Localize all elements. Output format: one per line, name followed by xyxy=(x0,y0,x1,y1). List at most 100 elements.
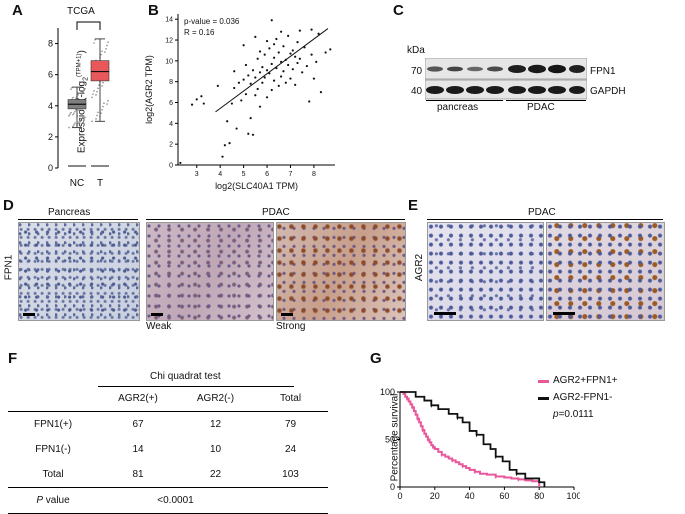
x-tick-label: 3 xyxy=(195,171,199,178)
pancreas-group-line xyxy=(426,100,503,101)
data-point xyxy=(79,119,81,122)
scale-bar xyxy=(151,313,163,316)
table-cell: 103 xyxy=(282,469,299,480)
fpn1-band-label: FPN1 xyxy=(590,66,616,77)
data-point xyxy=(93,90,95,92)
x-tick-label: NC xyxy=(70,178,84,189)
scatter-point xyxy=(289,52,292,55)
significance-bracket xyxy=(76,21,101,30)
scatter-point xyxy=(275,37,278,41)
scatter-point xyxy=(247,132,250,135)
data-point xyxy=(84,116,86,119)
scatter-point xyxy=(291,49,294,52)
data-point xyxy=(77,122,79,125)
scatter-point xyxy=(317,32,320,35)
legend-neg: AGR2-FPN1- xyxy=(553,392,613,403)
scatter-point xyxy=(195,98,198,101)
scatter-point xyxy=(247,74,250,77)
data-point xyxy=(96,90,98,93)
data-point xyxy=(73,112,75,114)
scale-bar xyxy=(553,312,575,315)
scatter-point xyxy=(324,51,327,54)
mw-40: 40 xyxy=(411,86,423,97)
scatter-point xyxy=(282,70,285,73)
panel-label-f: F xyxy=(8,350,18,367)
scatter-point xyxy=(268,47,271,50)
data-point xyxy=(102,105,104,108)
scatter-point xyxy=(301,71,304,74)
y-axis-label: log2(AGR2 TPM) xyxy=(144,55,154,124)
scatter-point xyxy=(190,103,194,106)
legend-swatch-pos xyxy=(538,380,549,383)
scatter-point xyxy=(265,39,269,43)
scatter-point xyxy=(179,161,182,165)
ihc-strong-image xyxy=(276,222,406,321)
western-blot xyxy=(425,58,587,100)
scatter-point xyxy=(294,83,297,86)
table-row: P value <0.0001 xyxy=(8,487,328,514)
caption-weak: Weak xyxy=(146,321,172,332)
scatter-point xyxy=(242,78,245,81)
panel-d-header-line-2 xyxy=(146,219,405,220)
y-tick-label: 100 xyxy=(380,387,395,397)
scatter-point xyxy=(272,79,276,82)
scale-bar xyxy=(281,313,293,316)
chi-table-title: Chi quadrat test xyxy=(150,371,221,382)
data-point xyxy=(96,114,98,117)
data-point xyxy=(95,94,97,96)
x-tick-label: 7 xyxy=(289,171,293,178)
scatter-point xyxy=(298,57,301,60)
data-point xyxy=(103,102,105,104)
ihc-agr2-left-image xyxy=(427,222,544,321)
table-row: FPN1(-) 14 10 24 xyxy=(8,437,328,462)
scatter-point xyxy=(280,75,283,78)
scatter-point xyxy=(315,60,318,64)
panel-d-rowlabel: FPN1 xyxy=(3,254,15,281)
scale-bar xyxy=(434,312,456,315)
scatter-point xyxy=(280,30,283,33)
pancreas-group-label: pancreas xyxy=(437,102,479,113)
fpn1-band xyxy=(427,66,443,72)
scatter-point xyxy=(310,28,313,31)
panel-b-scatter: 0 2 4 6 8 10 12 14 3 4 5 6 7 8 p-value = 0.036 R = 0.16… xyxy=(144,14,335,191)
table-cell: 79 xyxy=(284,419,297,430)
data-point xyxy=(97,87,99,90)
scatter-point xyxy=(242,44,245,47)
x-tick-label: 60 xyxy=(499,491,509,501)
data-point xyxy=(101,108,103,111)
x-tick-label: 40 xyxy=(465,491,475,501)
scatter-point xyxy=(296,41,299,44)
panel-label-c: C xyxy=(393,2,404,19)
scatter-point xyxy=(223,144,226,147)
pvalue-label-cell: P value xyxy=(36,495,70,506)
data-point xyxy=(100,53,102,56)
panel-g-survival: 0 50 100 0 20 40 60 80 100 xyxy=(380,387,580,501)
scatter-point xyxy=(277,51,280,54)
data-point xyxy=(83,118,85,120)
data-point xyxy=(107,99,109,102)
scatter-point xyxy=(249,82,252,85)
scatter-point xyxy=(305,64,308,68)
data-point xyxy=(75,108,77,111)
scatter-point xyxy=(258,50,262,53)
scatter-point xyxy=(202,102,205,105)
scatter-point xyxy=(221,155,224,158)
scale-bar xyxy=(23,313,35,316)
scatter-point xyxy=(254,35,257,39)
table-cell: 10 xyxy=(209,444,222,455)
data-point xyxy=(104,51,106,53)
y-tick-label: 50 xyxy=(385,435,395,445)
scatter-point xyxy=(272,56,276,59)
survival-curve-agr2-fpn1-positive xyxy=(400,391,541,487)
data-point xyxy=(77,93,79,96)
y-tick-label: 2 xyxy=(169,142,173,149)
panel-e-header: PDAC xyxy=(528,207,556,218)
scatter-point xyxy=(200,95,203,98)
data-point xyxy=(82,91,84,93)
mw-70: 70 xyxy=(411,66,423,77)
data-point xyxy=(83,89,85,92)
pvalue-cell: <0.0001 xyxy=(157,495,194,506)
y-tick-label: 4 xyxy=(48,101,53,111)
table-cell: 12 xyxy=(209,419,222,430)
panel-a-title: TCGA xyxy=(67,6,95,17)
